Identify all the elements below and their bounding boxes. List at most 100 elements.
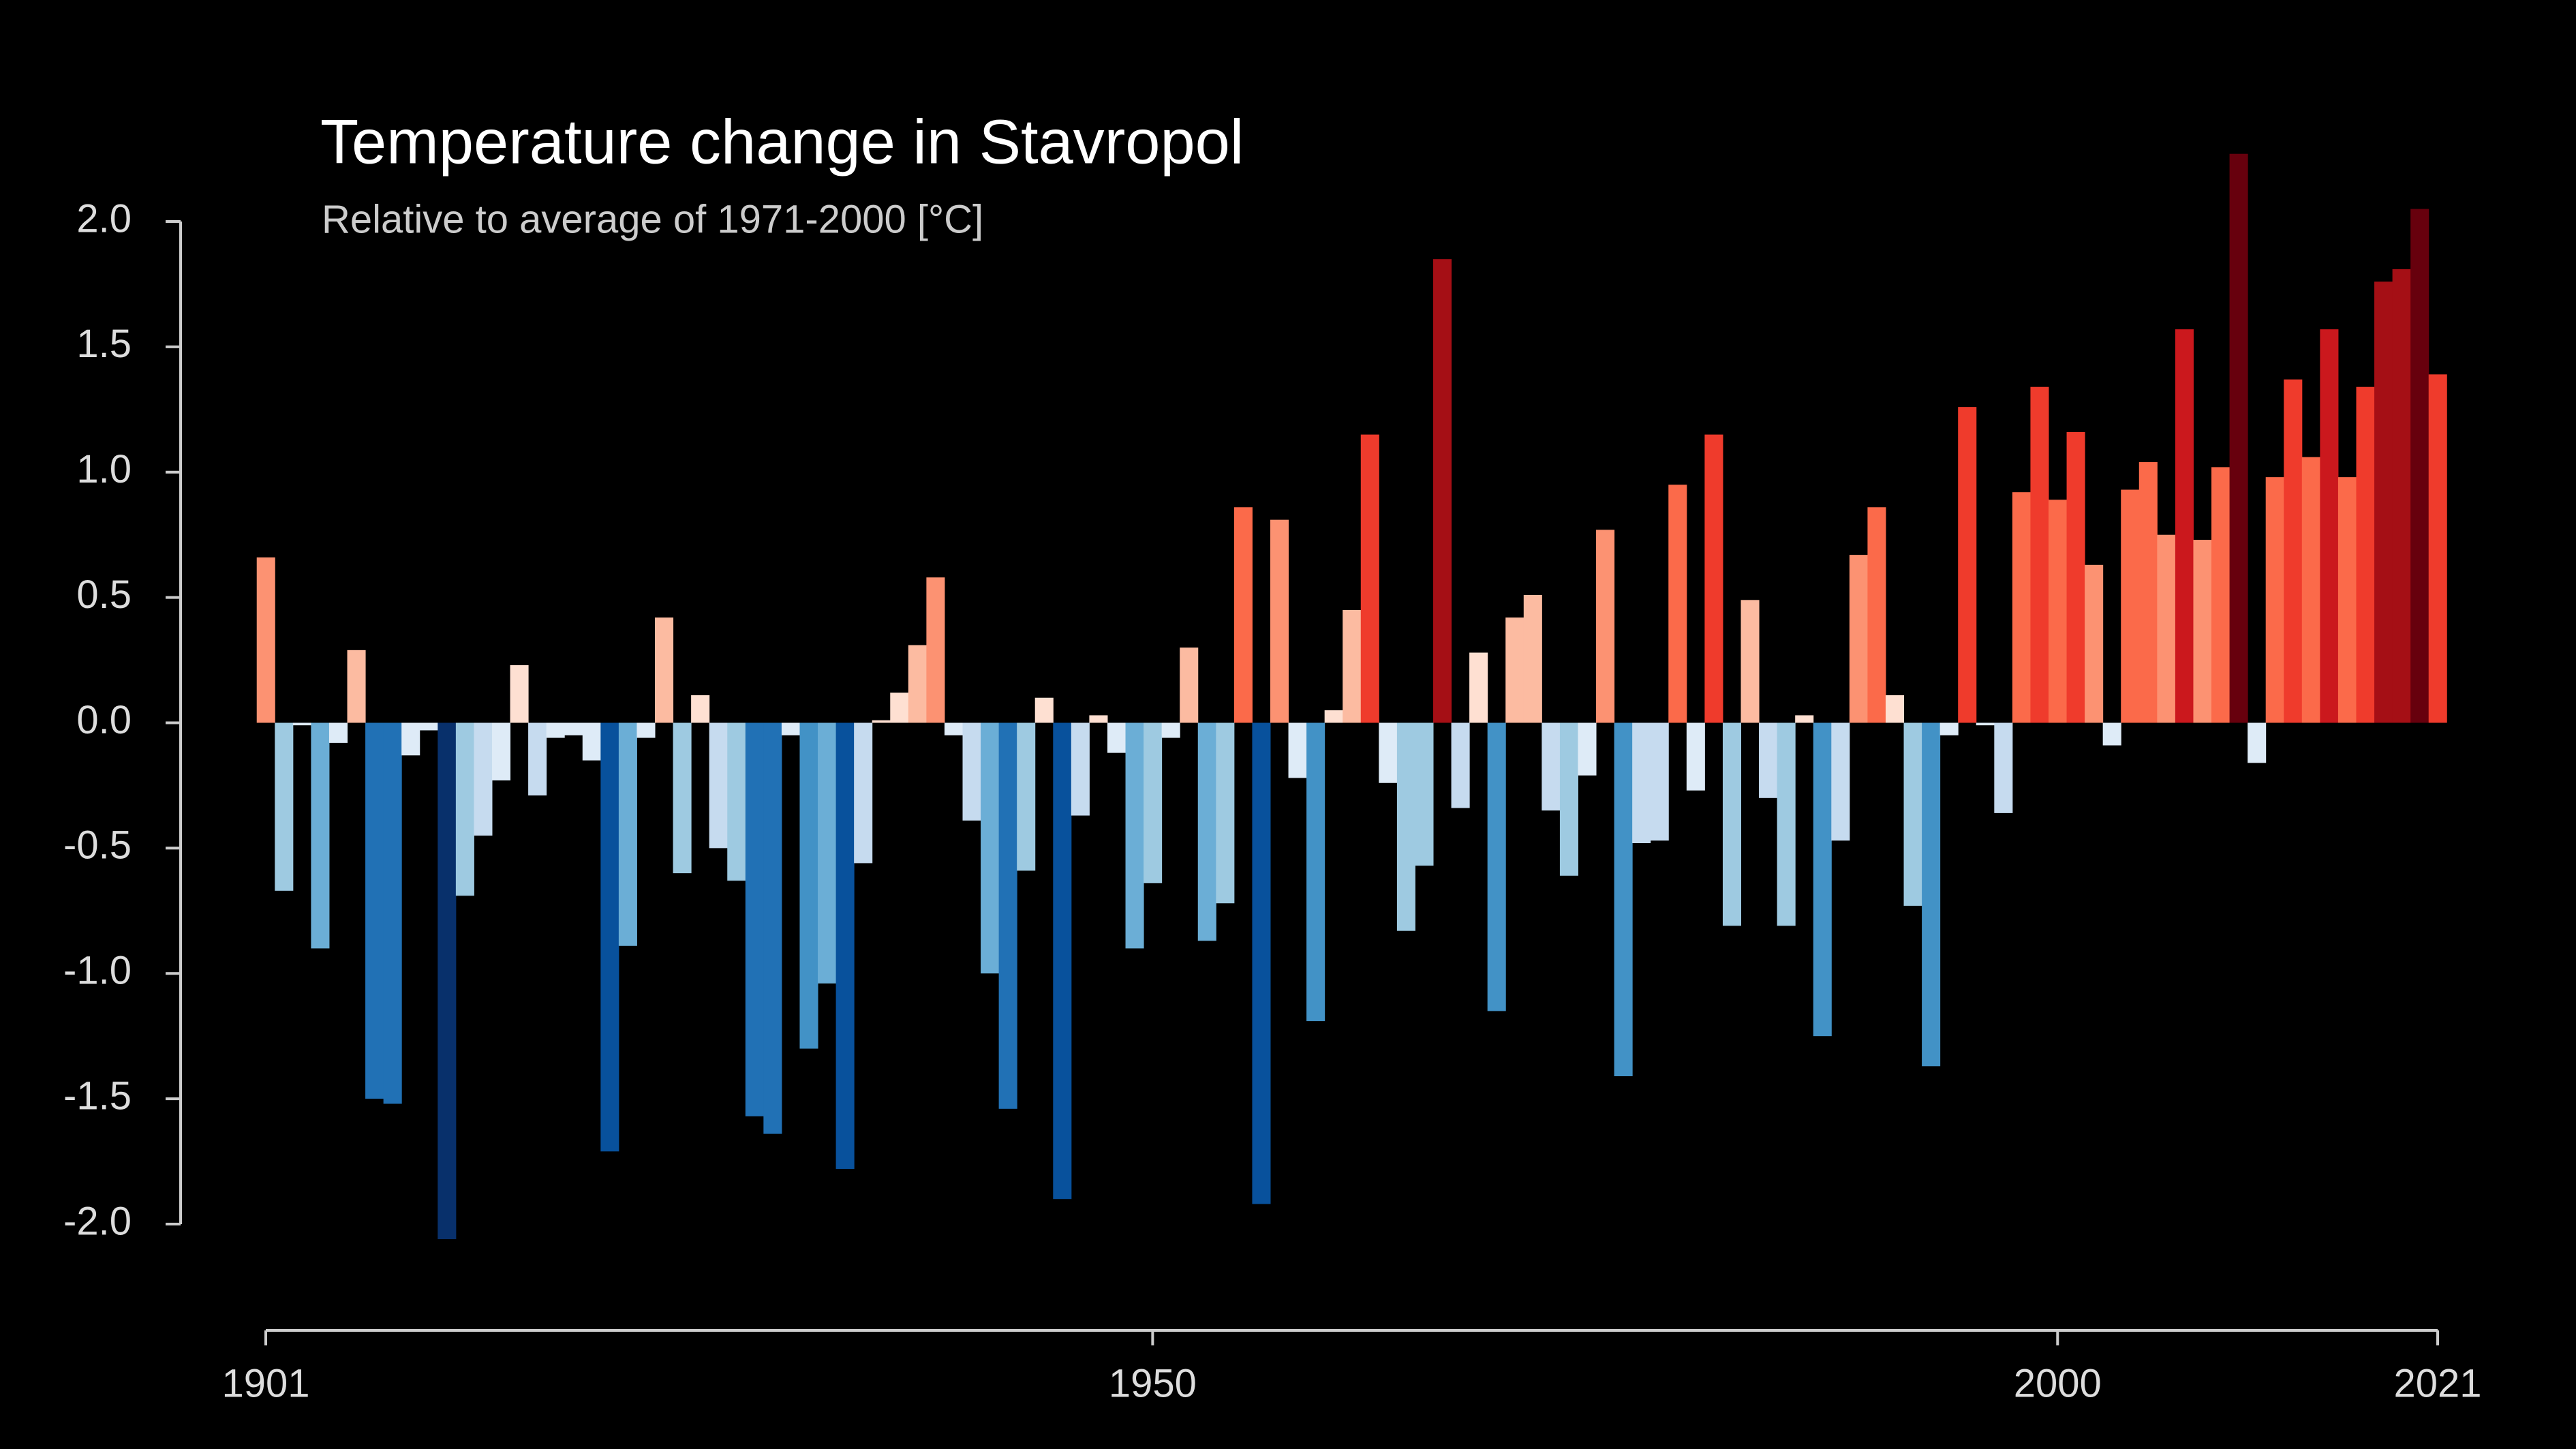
- bar: [1741, 600, 1760, 723]
- bar: [1017, 722, 1036, 871]
- bar: [600, 722, 619, 1152]
- bar: [491, 722, 511, 781]
- y-tick-label: -0.5: [63, 823, 132, 868]
- bar: [818, 722, 837, 983]
- bar: [1686, 722, 1705, 791]
- bar: [1885, 695, 1905, 723]
- bar: [2030, 386, 2049, 723]
- bar: [727, 722, 746, 881]
- bar: [1161, 722, 1180, 738]
- bar: [401, 722, 420, 756]
- x-tick-label: 1901: [221, 1361, 309, 1405]
- bar: [2066, 431, 2085, 723]
- bar: [2085, 564, 2104, 723]
- bar: [292, 722, 311, 726]
- chart-title: Temperature change in Stavropol: [320, 107, 1244, 177]
- bar: [2428, 374, 2447, 723]
- bar: [1722, 722, 1742, 926]
- bar: [438, 722, 457, 1240]
- bar: [1306, 722, 1325, 1022]
- bar: [2175, 329, 2194, 723]
- bar: [564, 722, 583, 735]
- bar: [1360, 434, 1379, 723]
- bar: [1197, 722, 1216, 941]
- y-tick-label: 1.0: [76, 447, 132, 491]
- bar: [1578, 722, 1597, 776]
- x-tick-label: 2000: [2014, 1361, 2102, 1405]
- bar: [1614, 722, 1633, 1077]
- bar: [673, 722, 692, 874]
- bar: [2392, 269, 2411, 723]
- bar: [1867, 507, 1886, 723]
- bar: [2410, 209, 2429, 723]
- bar: [1270, 519, 1289, 723]
- bar: [275, 722, 294, 891]
- bar: [1089, 715, 1108, 723]
- bar: [1216, 722, 1235, 904]
- bar: [2012, 492, 2031, 723]
- bar: [1596, 530, 1615, 723]
- y-tick-label: 2.0: [76, 196, 132, 241]
- bar: [1343, 610, 1362, 723]
- bar: [2211, 467, 2230, 723]
- bar: [2284, 379, 2303, 723]
- bar: [2265, 477, 2284, 723]
- bar: [799, 722, 818, 1049]
- bar: [1813, 722, 1832, 1037]
- bar: [1759, 722, 1778, 798]
- bar: [944, 722, 963, 735]
- bar: [256, 557, 275, 723]
- bar: [763, 722, 782, 1134]
- bar: [1324, 710, 1343, 723]
- bar: [510, 665, 529, 723]
- bar: [1288, 722, 1307, 778]
- bar: [1144, 722, 1163, 883]
- bar: [998, 722, 1017, 1109]
- bar: [618, 722, 637, 946]
- bar: [365, 722, 384, 1099]
- bar: [311, 722, 330, 949]
- bar: [1922, 722, 1941, 1067]
- bar: [1071, 722, 1090, 816]
- bar: [582, 722, 601, 761]
- bar: [1831, 722, 1850, 841]
- bar: [1795, 715, 1814, 723]
- y-tick-label: 1.5: [76, 322, 132, 366]
- bar: [1958, 407, 1977, 723]
- bar: [383, 722, 402, 1104]
- y-tick-label: -2.0: [63, 1199, 132, 1243]
- bar: [2193, 540, 2212, 723]
- bar: [2320, 329, 2339, 723]
- bar: [2229, 153, 2248, 723]
- bar: [1542, 722, 1561, 811]
- bar: [474, 722, 493, 836]
- x-tick-label: 1950: [1109, 1361, 1197, 1405]
- bar: [1107, 722, 1126, 753]
- bar: [1704, 434, 1723, 723]
- bar: [854, 722, 873, 864]
- bar: [1469, 652, 1488, 723]
- bar: [1125, 722, 1144, 949]
- bar: [2248, 722, 2267, 763]
- y-tick-label: 0.0: [76, 698, 132, 742]
- bar: [1396, 722, 1415, 931]
- bar: [1849, 555, 1868, 723]
- bar: [2121, 489, 2140, 723]
- bar: [1903, 722, 1922, 906]
- bar: [926, 577, 945, 723]
- bar: [981, 722, 1000, 974]
- bar: [655, 617, 674, 723]
- bar: [1668, 485, 1687, 723]
- bar: [1252, 722, 1271, 1204]
- y-tick-label: -1.5: [63, 1073, 132, 1118]
- bar: [1523, 594, 1542, 723]
- bar: [1180, 647, 1199, 723]
- bar: [2337, 477, 2357, 723]
- bar: [528, 722, 547, 796]
- y-tick-label: -1.0: [63, 949, 132, 993]
- bar: [2102, 722, 2121, 746]
- bar: [637, 722, 656, 738]
- bar: [2301, 457, 2320, 723]
- y-tick-label: 0.5: [76, 573, 132, 617]
